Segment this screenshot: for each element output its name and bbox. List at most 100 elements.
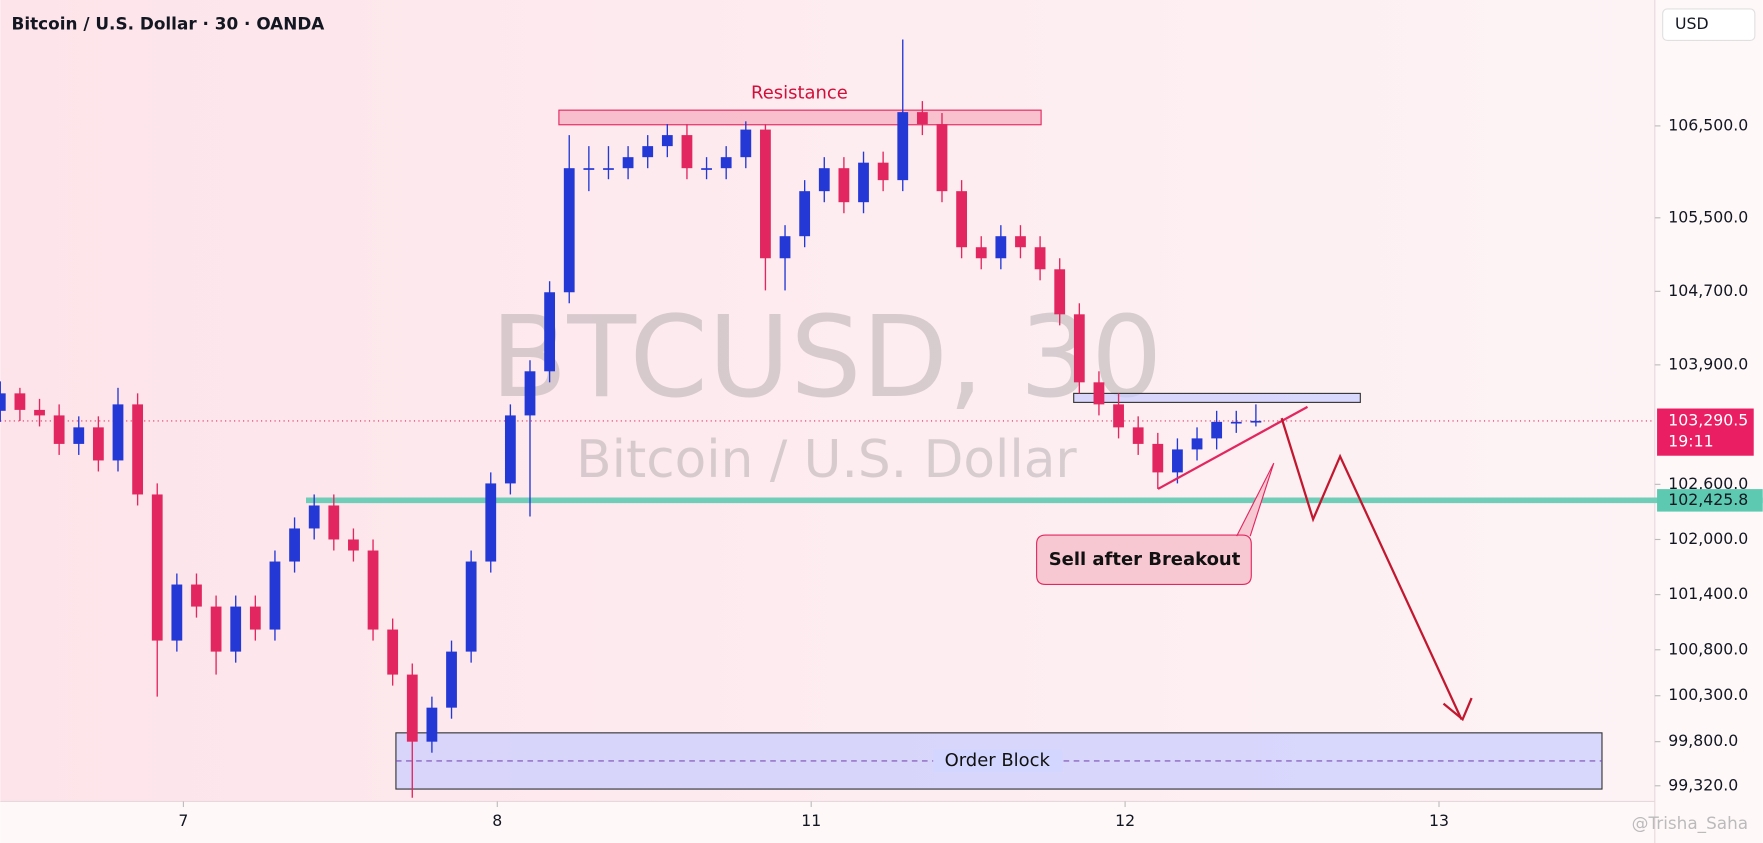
candle-body — [426, 707, 438, 742]
candle-body — [916, 112, 928, 125]
candle-body — [740, 129, 752, 158]
order-block-label: Order Block — [945, 750, 1051, 771]
time-axis-panel — [0, 801, 1655, 843]
candles — [0, 39, 1262, 798]
candle-body — [289, 528, 300, 562]
candle-body — [465, 561, 477, 652]
callout-label: Sell after Breakout — [1049, 549, 1241, 570]
x-tick-label: 7 — [178, 811, 188, 830]
consolidation-box — [1073, 392, 1361, 403]
x-tick-label: 12 — [1115, 811, 1135, 830]
y-tick-label: 105,500.0 — [1668, 207, 1748, 226]
candle-body — [485, 483, 497, 562]
plot-background — [0, 0, 1655, 802]
candle-body — [603, 168, 614, 170]
candle-body — [269, 561, 281, 630]
y-tick-label: 102,000.0 — [1668, 529, 1748, 548]
candle-body — [720, 157, 732, 169]
projection-arrow — [1280, 417, 1463, 720]
candle-body — [1191, 438, 1203, 450]
x-tick-label: 11 — [801, 811, 821, 830]
y-tick-label: 102,600.0 — [1668, 474, 1748, 493]
candle-body — [1073, 314, 1085, 383]
candle-body — [34, 409, 45, 416]
candle-body — [779, 236, 791, 259]
candle-body — [14, 393, 26, 410]
level-label: 102,425.8 — [1668, 490, 1748, 509]
candle-body — [1152, 443, 1164, 473]
candle-body — [760, 129, 771, 259]
watermark-symbol: BTCUSD, 30 — [490, 292, 1162, 423]
candle-body — [681, 135, 693, 169]
last-price-label: 103,290.5 — [1668, 410, 1748, 429]
candle-body — [1034, 247, 1046, 270]
resistance-zone — [558, 109, 1042, 126]
candle-body — [799, 191, 811, 237]
candle-body — [583, 168, 595, 170]
candle-body — [936, 124, 948, 192]
currency-label[interactable]: USD — [1675, 14, 1709, 33]
order-block-label-bg — [933, 749, 1063, 773]
chart-title: Bitcoin / U.S. Dollar · 30 · OANDA — [12, 14, 325, 34]
candle-body — [701, 168, 712, 170]
candle-body — [308, 505, 320, 529]
y-tick-label: 101,400.0 — [1668, 584, 1748, 603]
currency-button[interactable] — [1662, 8, 1756, 42]
candle-body — [1093, 382, 1105, 405]
candle-body — [1015, 236, 1026, 248]
callout-box — [1036, 462, 1275, 586]
candle-body — [73, 427, 85, 444]
candle-body — [387, 629, 399, 675]
resistance-label: Resistance — [751, 82, 848, 103]
arrow-head — [1442, 697, 1473, 722]
candle-body — [0, 393, 6, 411]
level-tag — [1657, 489, 1763, 512]
credit: @Trisha_Saha — [1632, 813, 1748, 834]
candle-body — [53, 415, 65, 444]
candle-body — [622, 157, 634, 169]
candle-body — [348, 539, 359, 551]
y-tick-label: 99,800.0 — [1668, 731, 1738, 750]
y-tick-label: 99,320.0 — [1668, 775, 1738, 794]
candle-body — [1211, 421, 1223, 439]
y-tick-label: 100,300.0 — [1668, 685, 1748, 704]
candle-body — [661, 135, 673, 147]
candle-body — [406, 674, 418, 742]
candle-body — [249, 606, 261, 630]
candle-body — [230, 606, 242, 652]
candle-body — [858, 162, 869, 203]
candle-body — [210, 606, 222, 652]
y-tick-label: 104,700.0 — [1668, 281, 1748, 300]
candle-body — [92, 427, 104, 461]
candle-body — [504, 415, 516, 484]
candle-body — [563, 168, 575, 293]
candle-body — [818, 168, 830, 192]
candle-body — [112, 404, 124, 461]
candle-body — [1250, 420, 1262, 423]
candle-body — [956, 191, 968, 248]
candle-body — [1054, 269, 1066, 315]
x-tick-label: 13 — [1429, 811, 1449, 830]
x-tick-label: 8 — [492, 811, 502, 830]
y-tick-label: 103,900.0 — [1668, 354, 1748, 373]
candle-body — [151, 494, 163, 641]
candle-body — [877, 162, 889, 181]
candle-body — [367, 550, 379, 630]
candle-body — [975, 247, 987, 259]
candle-body — [838, 168, 850, 203]
last-price-tag — [1657, 408, 1754, 456]
candle-body — [897, 112, 909, 181]
candle-body — [446, 651, 457, 708]
candle-body — [544, 292, 556, 372]
candle-body — [328, 505, 340, 540]
y-tick-label: 106,500.0 — [1668, 115, 1748, 134]
candle-body — [1230, 421, 1242, 424]
candle-body — [995, 236, 1007, 259]
candle-body — [642, 146, 654, 158]
candle-body — [132, 404, 144, 495]
candle-body — [191, 584, 202, 607]
candle-body — [171, 584, 183, 641]
watermark-name: Bitcoin / U.S. Dollar — [576, 430, 1077, 490]
